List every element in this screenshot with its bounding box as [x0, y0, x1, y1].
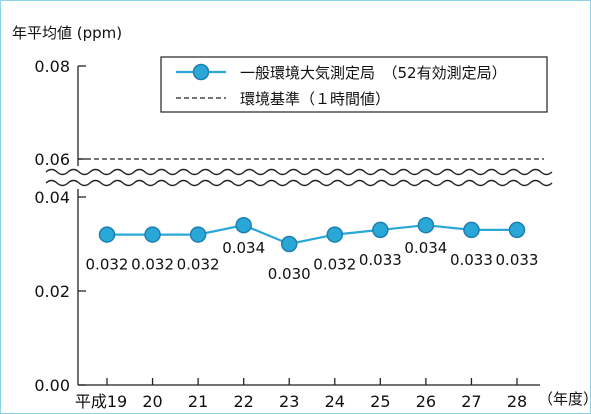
data-label: 0.032 [131, 256, 174, 274]
y-tick-label: 0.00 [34, 376, 70, 395]
data-point [508, 221, 526, 239]
x-tick-label: 27 [461, 392, 481, 411]
data-label: 0.032 [313, 256, 356, 274]
y-tick-label: 0.02 [34, 282, 70, 301]
legend-reference-label: 環境基準（１時間値） [240, 90, 390, 108]
series-points [98, 216, 526, 253]
legend-box [160, 56, 548, 113]
data-label: 0.033 [450, 251, 493, 269]
y-tick-label: 0.08 [34, 57, 70, 76]
data-point [235, 216, 252, 234]
data-point [372, 221, 389, 239]
x-tick-label: 24 [325, 392, 345, 411]
x-tick-label: 21 [188, 392, 208, 411]
x-tick-label: 28 [507, 392, 527, 411]
series-line [107, 224, 517, 246]
data-point [326, 226, 344, 243]
data-label: 0.034 [404, 239, 447, 257]
data-label: 0.033 [359, 251, 402, 269]
x-tick-label: 20 [142, 392, 162, 411]
axis-break [44, 166, 553, 189]
axis-break-wave-top [45, 168, 553, 176]
data-point [280, 235, 298, 253]
data-point [98, 226, 116, 243]
x-tick-group: 平成19 20 21 22 23 24 25 26 27 28 [75, 378, 527, 411]
data-point [463, 221, 480, 239]
data-label: 0.030 [268, 265, 311, 283]
data-label: 0.033 [496, 251, 539, 269]
x-tick-label: 23 [279, 392, 299, 411]
y-tick-group: 0.00 0.02 0.04 0.06 0.08 [34, 57, 86, 395]
y-axis-title: 年平均値 (ppm) [12, 24, 122, 42]
x-axis-title: （年度） [538, 390, 591, 408]
data-point [144, 226, 161, 243]
data-label: 0.034 [222, 239, 265, 257]
x-tick-label: 22 [233, 392, 253, 411]
data-label: 0.032 [177, 256, 220, 274]
data-point [189, 226, 207, 243]
axis-break-wave-bottom [45, 179, 553, 187]
x-tick-label: 25 [370, 392, 390, 411]
data-point [417, 216, 435, 234]
legend-series-label: 一般環境大気測定局 （52有効測定局） [240, 64, 507, 82]
x-tick-label: 26 [416, 392, 436, 411]
legend-marker-swatch [192, 63, 210, 81]
x-tick-label: 平成19 [75, 392, 127, 411]
legend: 一般環境大気測定局 （52有効測定局） 環境基準（１時間値） [160, 56, 548, 113]
data-label: 0.032 [86, 256, 129, 274]
y-tick-label: 0.06 [34, 150, 70, 169]
y-tick-label: 0.04 [34, 188, 70, 207]
